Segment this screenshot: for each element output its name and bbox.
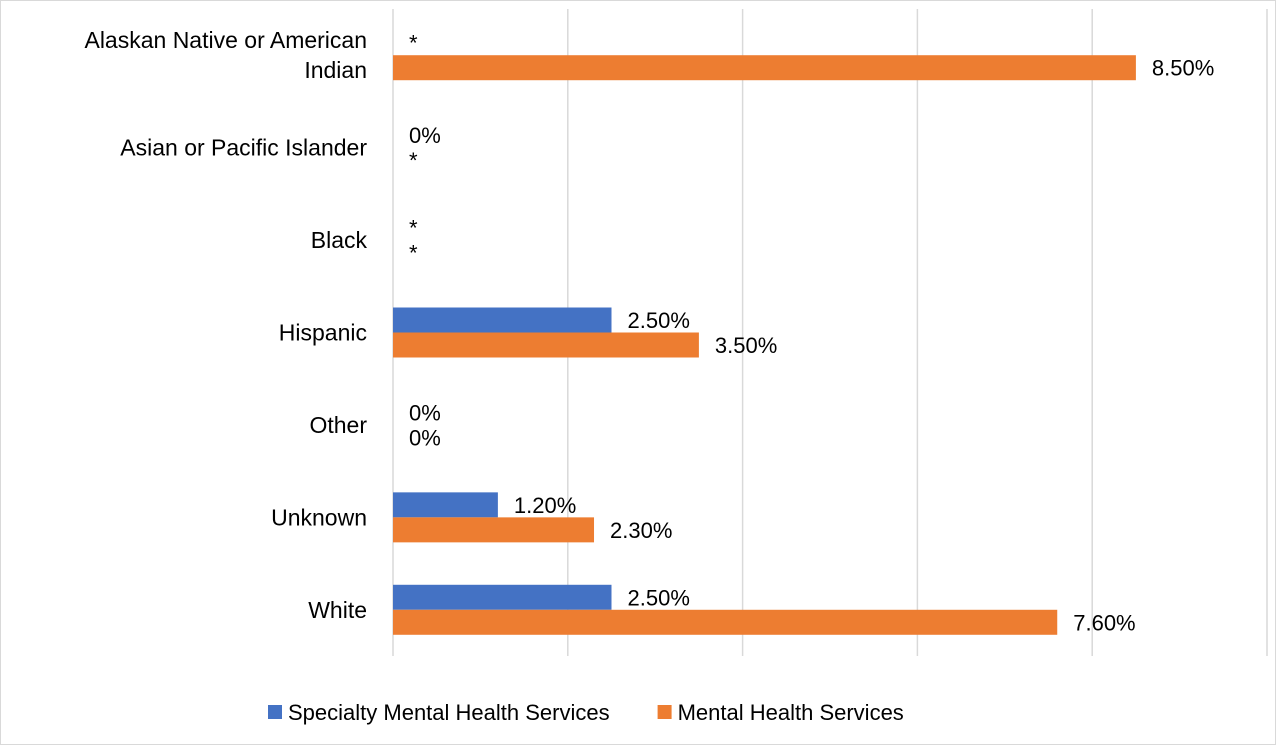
category-label: Other: [309, 412, 367, 438]
data-label: 7.60%: [1073, 610, 1135, 635]
data-label: 8.50%: [1152, 56, 1214, 81]
bar-specialty: [393, 492, 498, 518]
data-label: *: [409, 148, 418, 173]
legend-label: Specialty Mental Health Services: [288, 700, 610, 725]
category-label: Indian: [304, 57, 367, 83]
data-label: 1.20%: [514, 493, 576, 518]
category-label: Alaskan Native or American: [84, 27, 367, 53]
data-label: 2.50%: [628, 308, 690, 333]
data-label: *: [409, 216, 418, 241]
bar-mental-health: [393, 55, 1136, 81]
bar-specialty: [393, 307, 612, 333]
legend-swatch: [657, 705, 672, 719]
data-label: 2.30%: [610, 518, 672, 543]
category-label: Unknown: [271, 504, 367, 530]
bar-mental-health: [393, 517, 595, 543]
category-labels: Alaskan Native or American Indian Asian or…: [84, 27, 367, 623]
bars: [393, 55, 1136, 635]
category-label: White: [308, 597, 367, 623]
legend-swatch: [268, 705, 282, 719]
category-label: Black: [311, 227, 368, 253]
data-label: 0%: [409, 123, 441, 148]
gridlines: [392, 9, 1268, 656]
bar-specialty: [393, 584, 612, 610]
value-labels: *8.50%0%***2.50%3.50%0%0%1.20%2.30%2.50%…: [409, 31, 1214, 636]
bar-mental-health: [393, 609, 1058, 635]
data-label: *: [409, 241, 418, 266]
legend-label: Mental Health Services: [678, 700, 904, 725]
data-label: 0%: [409, 425, 441, 450]
data-label: 3.50%: [715, 333, 777, 358]
bar-mental-health: [393, 332, 699, 358]
data-label: 0%: [409, 400, 441, 425]
data-label: *: [409, 31, 418, 56]
category-label: Hispanic: [279, 320, 367, 346]
legend: Specialty Mental Health Services Mental H…: [268, 700, 904, 725]
data-label: 2.50%: [628, 585, 690, 610]
category-label: Asian or Pacific Islander: [120, 135, 367, 161]
